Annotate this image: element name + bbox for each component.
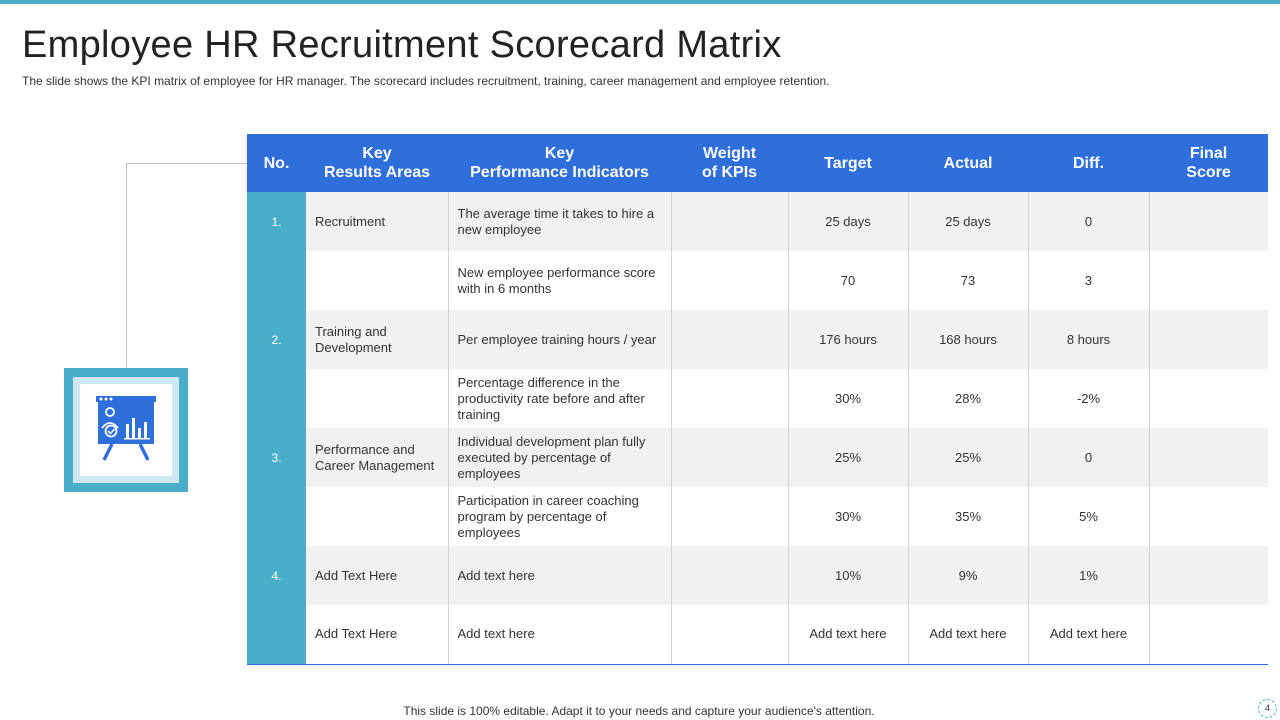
target-value: Add text here: [788, 605, 909, 665]
key-result-area: [306, 251, 449, 310]
key-result-area: Recruitment: [306, 192, 449, 251]
table-row: 3. Performance and Career Management Ind…: [247, 428, 1268, 487]
header-key-results-areas: Key Results Areas: [306, 134, 448, 192]
kpi-weight: [671, 251, 789, 310]
diff-value: 5%: [1028, 487, 1150, 546]
row-number: 3.: [247, 428, 306, 487]
actual-value: 168 hours: [908, 310, 1029, 369]
actual-value: 73: [908, 251, 1029, 310]
target-value: 30%: [788, 369, 909, 428]
kpi-description: Percentage difference in the productivit…: [448, 369, 672, 428]
diff-value: 1%: [1028, 546, 1150, 605]
actual-value: 35%: [908, 487, 1029, 546]
kpi-weight: [671, 546, 789, 605]
connector-line-horizontal: [126, 163, 248, 164]
header-key-performance-indicators: Key Performance Indicators: [448, 134, 671, 192]
target-value: 176 hours: [788, 310, 909, 369]
final-score: [1149, 487, 1268, 546]
final-score: [1149, 369, 1268, 428]
diff-value: 8 hours: [1028, 310, 1150, 369]
kpi-weight: [671, 192, 789, 251]
table-row: Percentage difference in the productivit…: [247, 369, 1268, 428]
kpi-weight: [671, 487, 789, 546]
actual-value: 25 days: [908, 192, 1029, 251]
kpi-description: Individual development plan fully execut…: [448, 428, 672, 487]
footer-note: This slide is 100% editable. Adapt it to…: [403, 704, 875, 718]
diff-value: 0: [1028, 428, 1150, 487]
actual-value: 25%: [908, 428, 1029, 487]
kpi-description: New employee performance score with in 6…: [448, 251, 672, 310]
key-result-area: Add Text Here: [306, 605, 449, 665]
row-number: [247, 369, 306, 428]
final-score: [1149, 428, 1268, 487]
header-no: No.: [247, 134, 306, 192]
connector-line-vertical: [126, 163, 127, 368]
header-final-score: Final Score: [1149, 134, 1268, 192]
final-score: [1149, 192, 1268, 251]
kpi-description: Participation in career coaching program…: [448, 487, 672, 546]
row-number: [247, 487, 306, 546]
diff-value: -2%: [1028, 369, 1150, 428]
final-score: [1149, 546, 1268, 605]
final-score: [1149, 310, 1268, 369]
target-value: 25%: [788, 428, 909, 487]
target-value: 30%: [788, 487, 909, 546]
kpi-description: The average time it takes to hire a new …: [448, 192, 672, 251]
header-diff: Diff.: [1028, 134, 1149, 192]
actual-value: 9%: [908, 546, 1029, 605]
final-score: [1149, 251, 1268, 310]
row-number: [247, 605, 306, 665]
header-target: Target: [788, 134, 908, 192]
kpi-description: Add text here: [448, 605, 672, 665]
kpi-weight: [671, 369, 789, 428]
kpi-description: Per employee training hours / year: [448, 310, 672, 369]
table-header-row: No. Key Results Areas Key Performance In…: [247, 134, 1268, 192]
table-row: 1. Recruitment The average time it takes…: [247, 192, 1268, 251]
row-number: 2.: [247, 310, 306, 369]
actual-value: 28%: [908, 369, 1029, 428]
kpi-scorecard-table: No. Key Results Areas Key Performance In…: [247, 134, 1268, 665]
diff-value: Add text here: [1028, 605, 1150, 665]
table-row: Participation in career coaching program…: [247, 487, 1268, 546]
key-result-area: Performance and Career Management: [306, 428, 449, 487]
kpi-weight: [671, 605, 789, 665]
kpi-weight: [671, 428, 789, 487]
key-result-area: [306, 369, 449, 428]
row-number: 1.: [247, 192, 306, 251]
key-result-area: Training and Development: [306, 310, 449, 369]
kpi-weight: [671, 310, 789, 369]
diff-value: 3: [1028, 251, 1150, 310]
page-number: 4: [1258, 699, 1277, 718]
final-score: [1149, 605, 1268, 665]
header-weight-of-kpis: Weight of KPIs: [671, 134, 788, 192]
key-result-area: Add Text Here: [306, 546, 449, 605]
page-title: Employee HR Recruitment Scorecard Matrix: [22, 24, 782, 66]
table-row: Add Text Here Add text here Add text her…: [247, 605, 1268, 665]
top-accent-bar: [0, 0, 1280, 4]
target-value: 10%: [788, 546, 909, 605]
table-row: 4. Add Text Here Add text here 10% 9% 1%: [247, 546, 1268, 605]
page-subtitle: The slide shows the KPI matrix of employ…: [22, 74, 830, 88]
key-result-area: [306, 487, 449, 546]
header-actual: Actual: [908, 134, 1028, 192]
presentation-board-icon: [80, 384, 172, 476]
target-value: 70: [788, 251, 909, 310]
table-row: 2. Training and Development Per employee…: [247, 310, 1268, 369]
target-value: 25 days: [788, 192, 909, 251]
kpi-description: Add text here: [448, 546, 672, 605]
actual-value: Add text here: [908, 605, 1029, 665]
diff-value: 0: [1028, 192, 1150, 251]
row-number: [247, 251, 306, 310]
table-row: New employee performance score with in 6…: [247, 251, 1268, 310]
row-number: 4.: [247, 546, 306, 605]
